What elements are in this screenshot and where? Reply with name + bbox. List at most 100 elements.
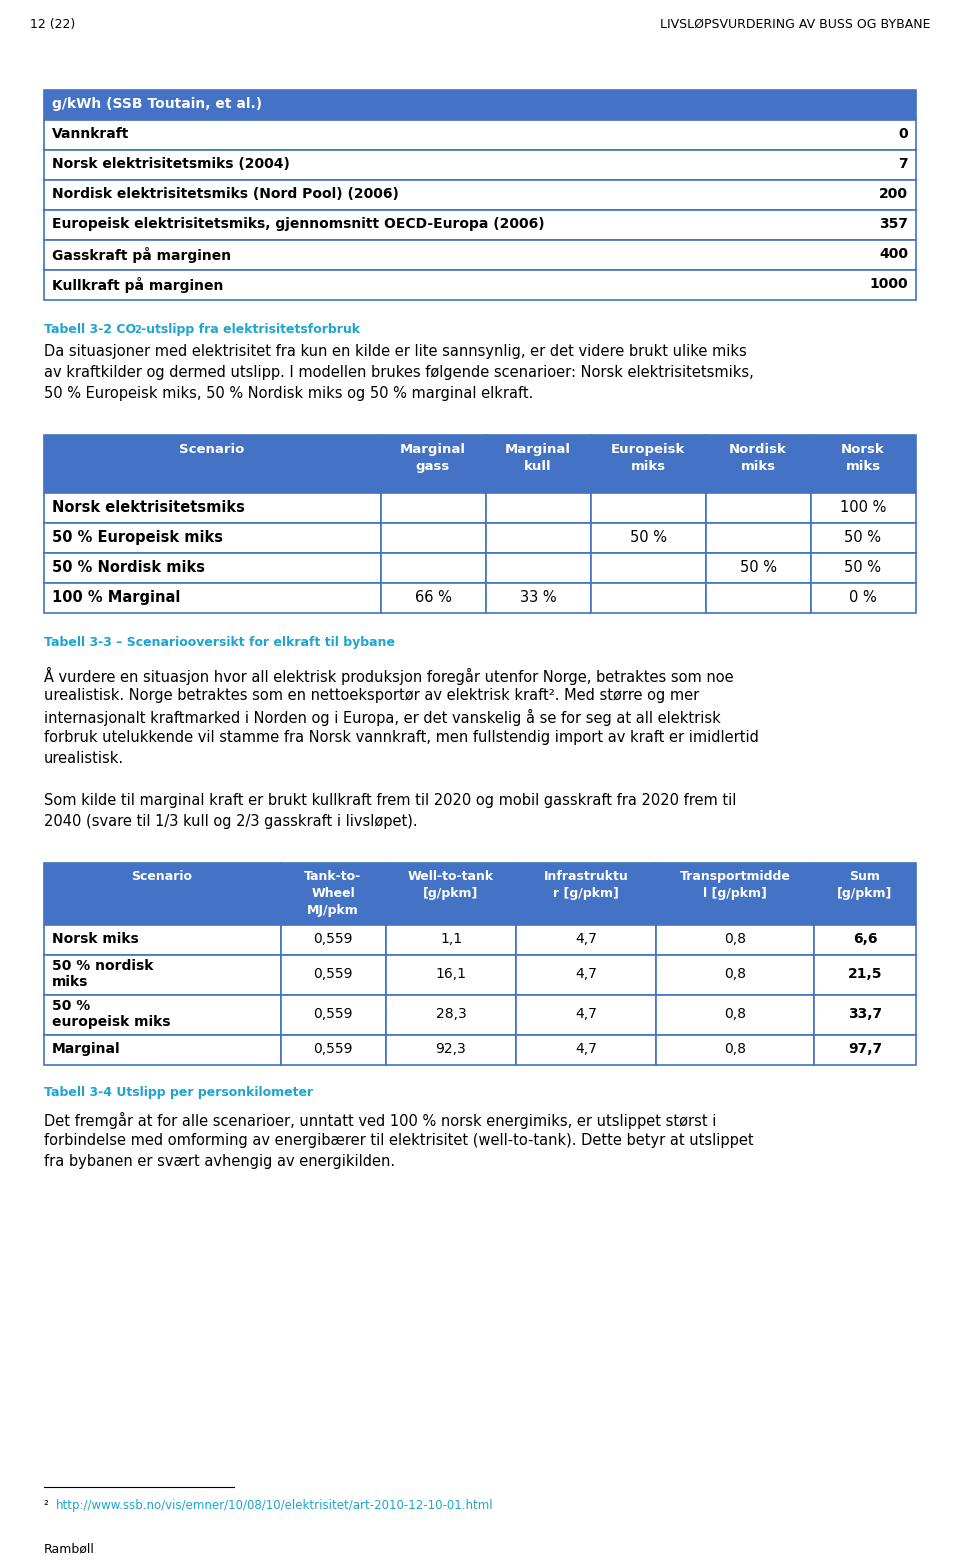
Bar <box>281 863 386 925</box>
Text: Rambøll: Rambøll <box>44 1543 95 1555</box>
Text: http://www.ssb.no/vis/emner/10/08/10/elektrisitet/art-2010-12-10-01.html: http://www.ssb.no/vis/emner/10/08/10/ele… <box>56 1499 493 1512</box>
Text: Nordisk: Nordisk <box>729 443 787 456</box>
Text: 50 % nordisk: 50 % nordisk <box>52 959 154 973</box>
Text: Sum: Sum <box>850 870 880 883</box>
Text: urealistisk. Norge betraktes som en nettoeksportør av elektrisk kraft². Med stør: urealistisk. Norge betraktes som en nett… <box>44 688 699 704</box>
Text: 12 (22): 12 (22) <box>30 19 75 31</box>
Text: 2040 (svare til 1/3 kull og 2/3 gasskraft i livsløpet).: 2040 (svare til 1/3 kull og 2/3 gasskraf… <box>44 814 418 828</box>
Bar <box>656 955 814 995</box>
Bar <box>44 925 281 955</box>
Bar <box>44 523 381 552</box>
Bar <box>44 120 916 150</box>
Text: Tabell 3-4 Utslipp per personkilometer: Tabell 3-4 Utslipp per personkilometer <box>44 1086 313 1098</box>
Text: 66 %: 66 % <box>415 590 451 605</box>
Text: [g/pkm]: [g/pkm] <box>837 888 893 900</box>
Bar <box>486 583 591 613</box>
Bar <box>386 863 516 925</box>
Text: 4,7: 4,7 <box>575 1008 597 1020</box>
Bar <box>591 552 706 583</box>
Text: 100 % Marginal: 100 % Marginal <box>52 590 180 605</box>
Text: Transportmidde: Transportmidde <box>680 870 790 883</box>
Bar <box>706 523 811 552</box>
Text: 0,559: 0,559 <box>313 1008 352 1020</box>
Bar <box>814 995 916 1034</box>
Text: Europeisk elektrisitetsmiks, gjennomsnitt OECD-Europa (2006): Europeisk elektrisitetsmiks, gjennomsnit… <box>52 217 544 231</box>
Text: 16,1: 16,1 <box>436 967 467 981</box>
Text: Norsk elektrisitetsmiks (2004): Norsk elektrisitetsmiks (2004) <box>52 158 290 172</box>
Text: Tabell 3-2 CO: Tabell 3-2 CO <box>44 323 136 335</box>
Bar <box>44 1034 281 1065</box>
Text: 0,559: 0,559 <box>313 967 352 981</box>
Text: 0: 0 <box>899 126 908 140</box>
Text: fra bybanen er svært avhengig av energikilden.: fra bybanen er svært avhengig av energik… <box>44 1154 396 1168</box>
Text: 0,8: 0,8 <box>724 1008 746 1020</box>
Bar <box>44 493 381 523</box>
Text: 21,5: 21,5 <box>848 967 882 981</box>
Text: [g/pkm]: [g/pkm] <box>423 888 479 900</box>
Bar <box>706 493 811 523</box>
Text: 200: 200 <box>879 187 908 201</box>
Text: miks: miks <box>52 975 88 989</box>
Text: 50 %: 50 % <box>845 530 881 544</box>
Bar <box>44 552 381 583</box>
Bar <box>811 435 916 493</box>
Text: -utslipp fra elektrisitetsforbruk: -utslipp fra elektrisitetsforbruk <box>141 323 360 335</box>
Text: 28,3: 28,3 <box>436 1008 467 1020</box>
Bar <box>814 863 916 925</box>
Bar <box>814 925 916 955</box>
Text: 6,6: 6,6 <box>852 931 877 945</box>
Text: Norsk miks: Norsk miks <box>52 931 139 945</box>
Bar <box>44 435 381 493</box>
Text: Scenario: Scenario <box>180 443 245 456</box>
Text: av kraftkilder og dermed utslipp. I modellen brukes følgende scenarioer: Norsk e: av kraftkilder og dermed utslipp. I mode… <box>44 365 754 381</box>
Bar <box>44 150 916 179</box>
Bar <box>591 493 706 523</box>
Text: 1000: 1000 <box>870 278 908 292</box>
Text: 400: 400 <box>879 246 908 261</box>
Text: 33,7: 33,7 <box>848 1008 882 1020</box>
Text: 33 %: 33 % <box>519 590 556 605</box>
Text: Scenario: Scenario <box>132 870 193 883</box>
Bar <box>591 583 706 613</box>
Bar <box>486 435 591 493</box>
Text: europeisk miks: europeisk miks <box>52 1016 171 1030</box>
Text: 4,7: 4,7 <box>575 967 597 981</box>
Text: Marginal: Marginal <box>400 443 466 456</box>
Bar <box>814 955 916 995</box>
Bar <box>591 435 706 493</box>
Bar <box>386 995 516 1034</box>
Bar <box>656 863 814 925</box>
Bar <box>656 925 814 955</box>
Bar <box>811 552 916 583</box>
Bar <box>44 270 916 300</box>
Bar <box>381 493 486 523</box>
Text: Marginal: Marginal <box>52 1042 121 1056</box>
Text: 0,559: 0,559 <box>313 931 352 945</box>
Text: 92,3: 92,3 <box>436 1042 467 1056</box>
Text: 50 %: 50 % <box>52 998 90 1012</box>
Bar <box>486 493 591 523</box>
Bar <box>811 583 916 613</box>
Bar <box>811 493 916 523</box>
Text: 0 %: 0 % <box>850 590 876 605</box>
Bar <box>516 925 656 955</box>
Bar <box>44 583 381 613</box>
Bar <box>814 1034 916 1065</box>
Text: Det fremgår at for alle scenarioer, unntatt ved 100 % norsk energimiks, er utsli: Det fremgår at for alle scenarioer, unnt… <box>44 1112 716 1129</box>
Bar <box>516 1034 656 1065</box>
Text: gass: gass <box>416 460 450 473</box>
Bar <box>516 955 656 995</box>
Text: Norsk elektrisitetsmiks: Norsk elektrisitetsmiks <box>52 501 245 515</box>
Text: r [g/pkm]: r [g/pkm] <box>553 888 619 900</box>
Bar <box>516 995 656 1034</box>
Bar <box>386 1034 516 1065</box>
Bar <box>44 179 916 211</box>
Bar <box>281 995 386 1034</box>
Bar <box>44 90 916 120</box>
Text: 0,8: 0,8 <box>724 1042 746 1056</box>
Text: miks: miks <box>846 460 880 473</box>
Text: Wheel: Wheel <box>311 888 355 900</box>
Text: MJ/pkm: MJ/pkm <box>307 903 359 917</box>
Bar <box>381 435 486 493</box>
Text: Kullkraft på marginen: Kullkraft på marginen <box>52 278 224 293</box>
